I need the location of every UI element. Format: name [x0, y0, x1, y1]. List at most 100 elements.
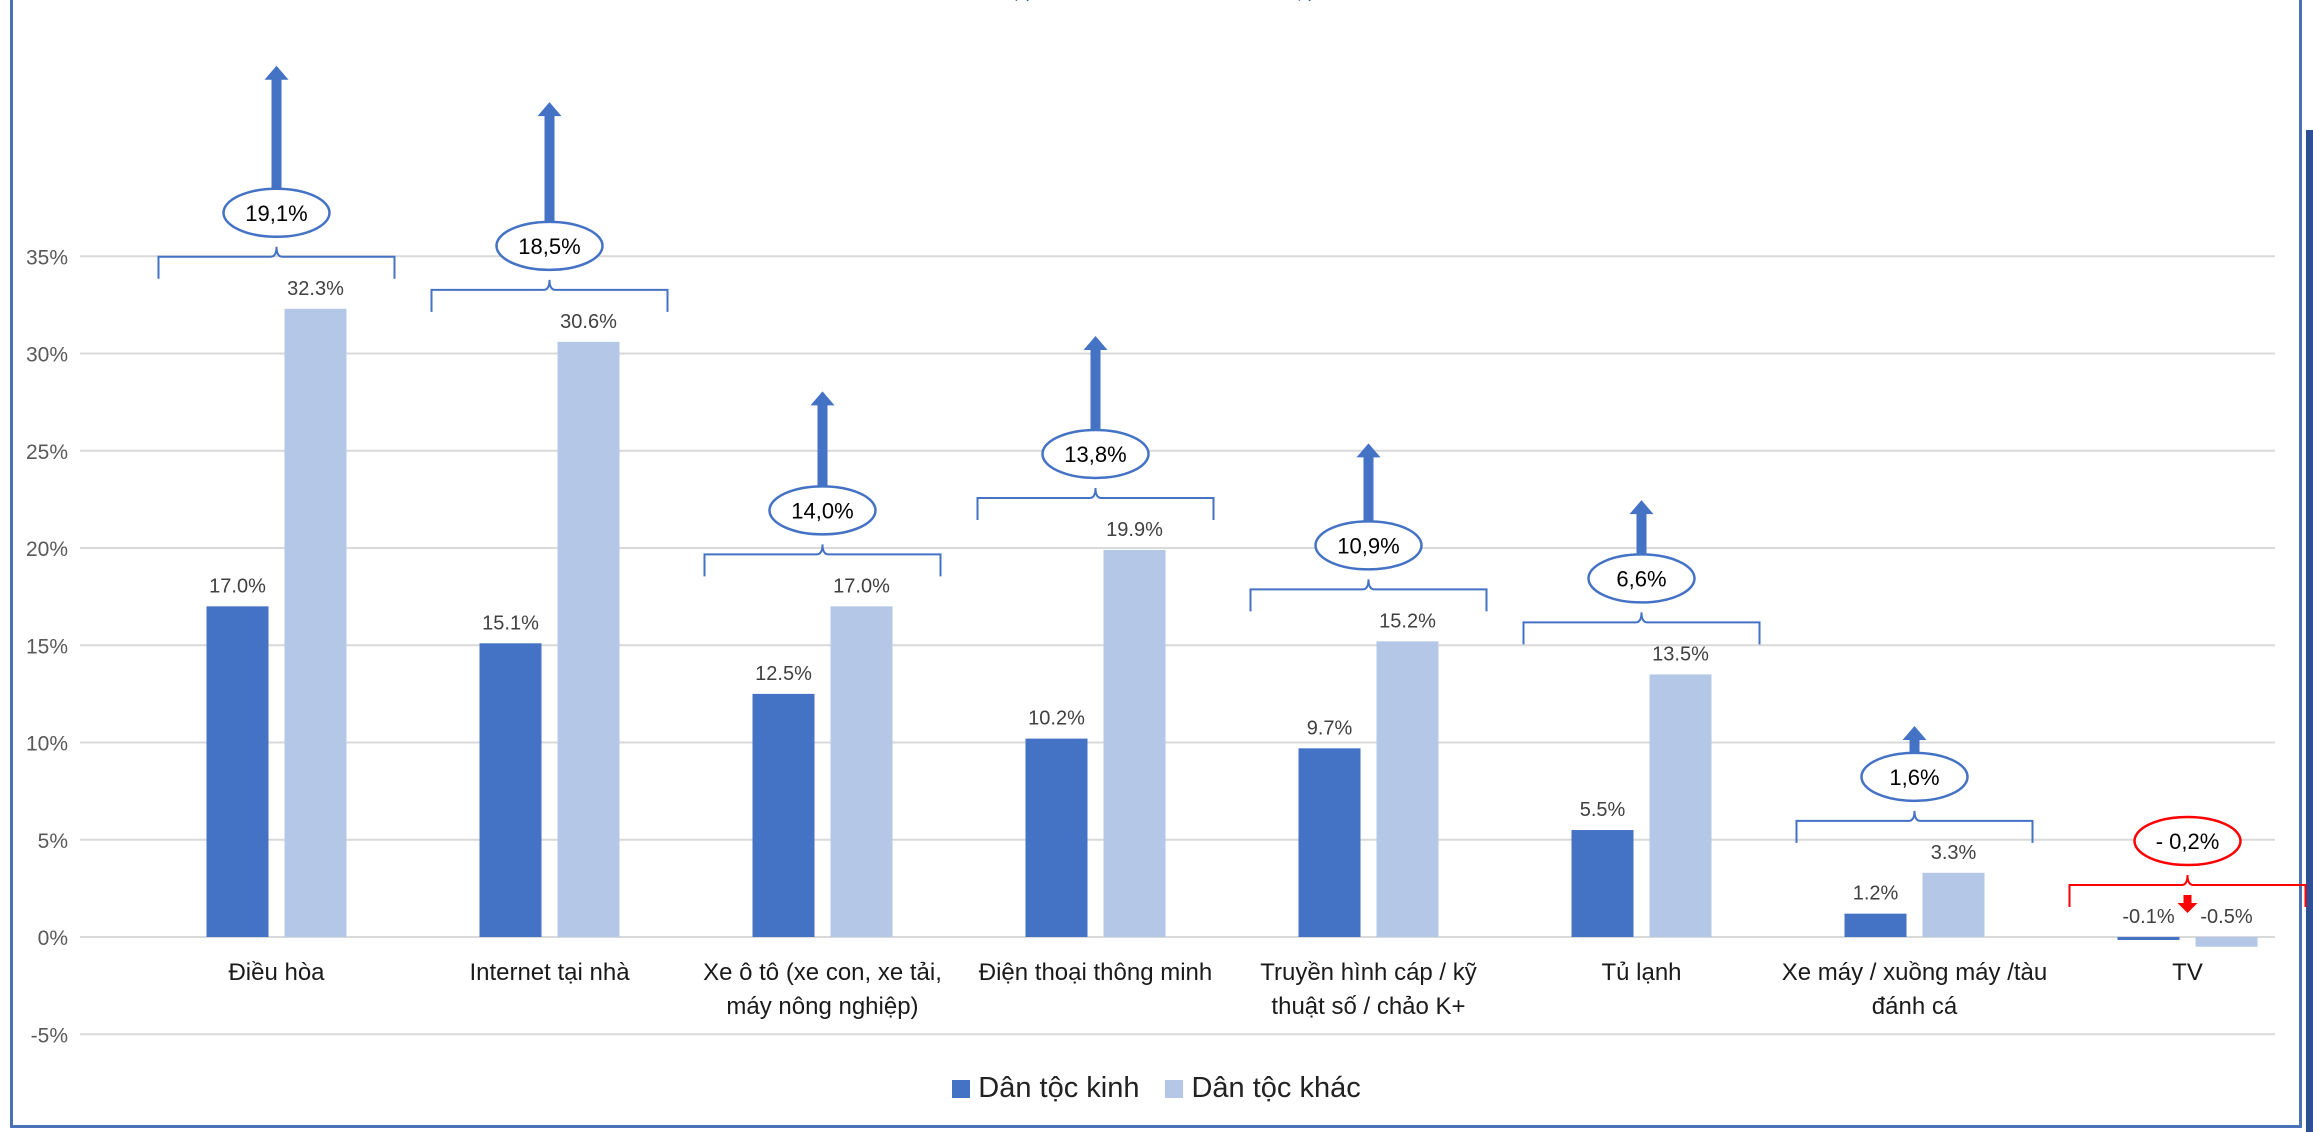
bar [557, 341, 620, 938]
bars [206, 308, 2258, 947]
y-axis: -5% 0% 5% 10% 15% 20% 25% 30% 35% [26, 246, 68, 1047]
y-tick-label: 15% [26, 635, 68, 658]
arrow-up-shaft [1090, 348, 1101, 430]
arrow-up-head [1902, 726, 1927, 741]
annotation-oval [2133, 815, 2242, 867]
bar [479, 643, 542, 937]
annotation-oval [222, 187, 331, 239]
annotation-label: 13,8% [1064, 442, 1126, 467]
legend-label-series-2: Dân tộc khác [1191, 1072, 1361, 1104]
arrow-up-head [1629, 500, 1654, 515]
category-label: Tủ lạnh [1601, 959, 1681, 986]
arrow-up-shaft [1363, 455, 1374, 522]
arrow-up-head [264, 65, 289, 80]
gridlines [80, 255, 2275, 1036]
data-label: 17.0% [209, 575, 266, 597]
category-label: Xe ô tô (xe con, xe tải, [703, 959, 942, 986]
legend-item-series-1: Dân tộc kinh [952, 1072, 1139, 1105]
annotation-oval [1860, 751, 1969, 803]
annotation-label: 18,5% [518, 234, 580, 259]
bracket [1795, 810, 2034, 843]
arrow-up-shaft [1636, 512, 1647, 555]
y-tick-label: 0% [38, 927, 68, 950]
bar [752, 693, 815, 937]
bar [1649, 674, 1712, 937]
data-label: 12.5% [755, 663, 812, 685]
legend-swatch-series-1 [952, 1079, 971, 1098]
category-label: Xe máy / xuồng máy /tàu [1782, 959, 2047, 986]
arrow-up-head [1083, 336, 1108, 351]
bar [1103, 549, 1166, 937]
bar [830, 606, 893, 937]
arrow-down-head [2177, 903, 2198, 913]
data-label: 17.0% [833, 575, 890, 597]
bar [1298, 748, 1361, 937]
bar [1571, 830, 1634, 937]
y-tick-label: 20% [26, 538, 68, 561]
bar [1844, 913, 1907, 937]
y-tick-label: 10% [26, 733, 68, 756]
bar [206, 606, 269, 937]
annotation-label: 10,9% [1337, 533, 1399, 558]
legend: Dân tộc kinh Dân tộc khác [0, 1072, 2313, 1105]
bracket [976, 487, 1215, 520]
x-axis: Điều hòa Internet tại nhà Xe ô tô (xe con,… [228, 959, 2202, 1020]
legend-label-series-1: Dân tộc kinh [978, 1072, 1140, 1104]
arrow-up-head [1356, 443, 1381, 458]
legend-item-series-2: Dân tộc khác [1165, 1072, 1361, 1105]
data-label: 1.2% [1853, 883, 1899, 905]
annotation-label: 1,6% [1889, 765, 1939, 790]
data-labels: 17.0% 32.3% 15.1% 30.6% 12.5% 17.0% 10.2% 19.9%… [209, 278, 2253, 928]
data-label: 5.5% [1580, 799, 1626, 821]
bar [1922, 872, 1985, 937]
category-label: TV [2172, 959, 2203, 986]
data-label: 19.9% [1106, 519, 1163, 541]
bracket [1249, 579, 1488, 612]
arrow-up-shaft [271, 77, 282, 189]
bracket [1522, 612, 1761, 645]
category-label: Điện thoại thông minh [979, 959, 1212, 986]
annotation-oval [495, 220, 604, 272]
data-label: 15.1% [482, 612, 539, 634]
category-label: máy nông nghiệp) [726, 993, 918, 1020]
bracket [2068, 874, 2307, 907]
annotation-oval [768, 485, 877, 536]
bracket [430, 279, 669, 312]
annotation-label: 19,1% [245, 201, 307, 226]
bracket [703, 544, 942, 577]
category-label: Điều hòa [228, 959, 325, 986]
difference-annotations: 19,1% 18,5% 14,0% 13,8% 10,9% 6,6% 1,6% - 0,2% [157, 65, 2307, 913]
annotation-label: 14,0% [791, 498, 853, 523]
bar [2195, 937, 2258, 947]
data-label: 30.6% [560, 311, 617, 333]
data-label: 9.7% [1307, 717, 1353, 739]
y-tick-label: 25% [26, 441, 68, 464]
annotation-label: - 0,2% [2156, 829, 2220, 854]
data-label: 15.2% [1379, 610, 1436, 632]
chart-frame [10, 0, 2302, 1128]
arrow-up-head [537, 102, 562, 117]
bar [284, 308, 347, 937]
data-label: 13.5% [1652, 643, 1709, 665]
y-tick-label: 35% [26, 246, 68, 269]
annotation-label: 6,6% [1616, 566, 1666, 591]
data-label: -0.1% [2122, 906, 2174, 928]
y-tick-label: -5% [31, 1024, 68, 1047]
bar [1376, 641, 1439, 937]
bar [1025, 738, 1088, 937]
arrow-up-shaft [817, 403, 828, 487]
data-label: 3.3% [1931, 842, 1977, 864]
annotation-oval [1314, 520, 1423, 571]
right-edge-bar [2306, 130, 2313, 1132]
y-tick-label: 5% [38, 830, 68, 853]
category-label: Truyền hình cáp / kỹ [1260, 959, 1477, 986]
arrow-up-head [810, 391, 835, 406]
category-label: đánh cá [1872, 993, 1958, 1020]
arrow-up-shaft [1909, 738, 1920, 753]
data-label: 10.2% [1028, 708, 1085, 730]
annotation-oval [1041, 428, 1150, 480]
data-label: 32.3% [287, 278, 344, 300]
bar [2117, 937, 2180, 940]
legend-swatch-series-2 [1165, 1079, 1184, 1098]
